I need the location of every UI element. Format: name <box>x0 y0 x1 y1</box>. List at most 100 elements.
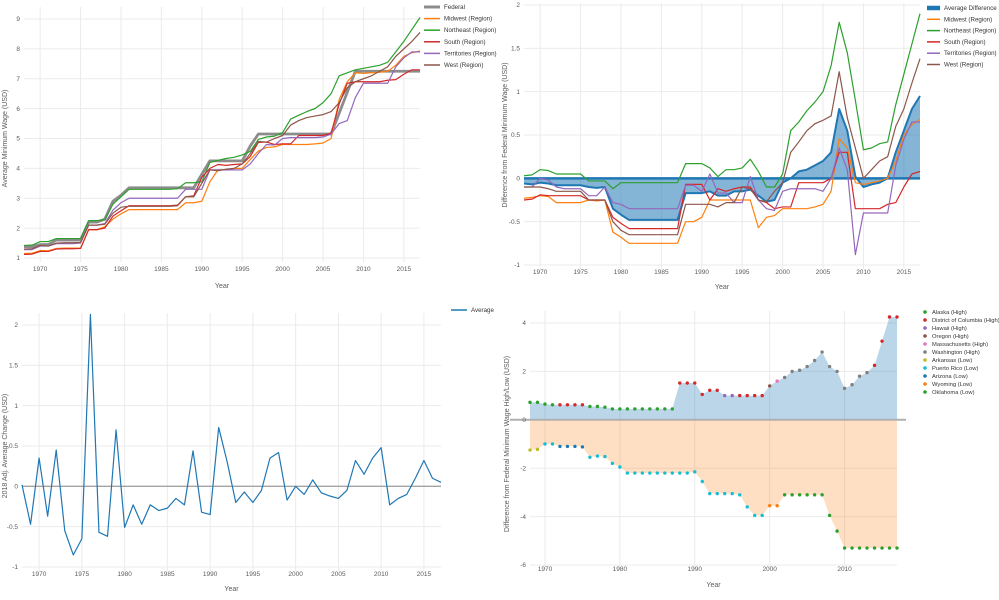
high-data-point <box>655 407 660 411</box>
high-low-difference-chart[interactable]: -6 -4 -2 0 2 4 1970 1980 1990 2000 2010 Year Differe… <box>500 300 999 600</box>
average-minimum-wage-figure: 1 2 3 4 5 6 7 8 9 1970 1975 1980 1985 1990 1995 2000 200… <box>0 0 500 300</box>
y-axis-tick-label: 2 <box>522 369 526 376</box>
legend-label: Arkansas (Low) <box>932 358 972 364</box>
legend-label: Arizona (Low) <box>932 374 968 380</box>
low-data-point <box>648 471 652 475</box>
legend-item[interactable]: Territories (Region) <box>424 50 497 57</box>
legend-item[interactable]: Hawaii (High) <box>923 326 967 332</box>
x-axis-tick-label: 2015 <box>897 269 912 276</box>
legend-item[interactable]: Midwest (Region) <box>424 16 492 23</box>
y-axis-tick-label: 7 <box>16 76 20 83</box>
legend-swatch <box>923 382 927 386</box>
high-data-point <box>633 407 637 411</box>
legend-item[interactable]: Oklahoma (Low) <box>923 390 975 396</box>
y-axis-tick-label: 2 <box>14 322 18 329</box>
high-data-point <box>625 407 630 411</box>
high-data-point <box>595 404 600 409</box>
federal-difference-chart[interactable]: -1 -0.5 0 0.5 1 1.5 2 1970 1975 1980 1985 1990 1995 2… <box>500 0 999 300</box>
legend-label: Oklahoma (Low) <box>932 390 975 396</box>
x-axis-tick-label: 2010 <box>356 266 371 273</box>
legend-label: Northeast (Region) <box>944 28 996 35</box>
average-minimum-wage-chart[interactable]: 1 2 3 4 5 6 7 8 9 1970 1975 1980 1985 1990 1995 2000 200… <box>0 0 500 300</box>
y-axis-tick-label: -1 <box>12 564 18 571</box>
legend-label: West (Region) <box>444 62 483 69</box>
high-data-point <box>610 407 615 411</box>
low-data-point <box>827 513 832 518</box>
legend-item[interactable]: Arizona (Low) <box>923 374 968 380</box>
high-data-point <box>618 407 622 411</box>
y-axis-tick-label: 0 <box>516 176 520 183</box>
adjusted-average-change-chart[interactable]: -1 -0.5 0 0.5 1 1.5 2 1970 1975 1980 1985 1990 1995 2… <box>0 300 500 600</box>
y-axis-tick-label: 1 <box>14 403 18 410</box>
low-data-point <box>580 445 585 449</box>
legend-item[interactable]: District of Columbia (High) <box>923 318 999 324</box>
x-axis-tick-label: 2015 <box>417 571 432 578</box>
legend-item[interactable]: Arkansas (Low) <box>923 358 972 364</box>
legend-label: Northeast (Region) <box>444 27 496 34</box>
legend-label: Federal <box>444 4 465 11</box>
legend-item[interactable]: Oregon (High) <box>923 334 969 340</box>
x-axis-tick-label: 1985 <box>654 269 669 276</box>
low-data-point <box>655 471 660 475</box>
x-axis-tick-label: 2005 <box>331 571 346 578</box>
low-fill-area <box>530 419 897 549</box>
high-data-point <box>782 375 787 380</box>
x-axis-tick-label: 1995 <box>735 269 750 276</box>
high-data-point <box>767 384 772 388</box>
legend-swatch <box>923 390 927 394</box>
y-axis-tick-label: 6 <box>16 106 20 113</box>
legend-item[interactable]: Puerto Rico (Low) <box>923 366 978 372</box>
legend-item[interactable]: Washington (High) <box>923 350 980 356</box>
legend-item[interactable]: Northeast (Region) <box>927 28 996 35</box>
high-data-point <box>827 364 832 369</box>
low-data-point <box>865 546 869 550</box>
x-axis-tick-label: 2000 <box>775 269 790 276</box>
low-data-point <box>760 513 764 518</box>
legend-item[interactable]: South (Region) <box>927 39 986 46</box>
x-axis-tick-label: 1995 <box>246 571 261 578</box>
series-line-northeast-region- <box>523 13 921 190</box>
x-axis-tick-label: 1985 <box>154 266 169 273</box>
legend-swatch <box>923 350 927 354</box>
high-data-point <box>880 339 884 343</box>
legend-item[interactable]: Midwest (Region) <box>927 16 992 23</box>
low-data-point <box>678 471 682 475</box>
low-data-point <box>640 471 645 475</box>
low-data-point <box>723 491 727 496</box>
y-axis-tick-label: -0.5 <box>7 524 19 531</box>
legend-item[interactable]: Average <box>451 307 494 314</box>
legend-item[interactable]: Northeast (Region) <box>424 27 496 34</box>
y-axis-tick-label: -6 <box>520 562 526 569</box>
average-difference-fill-area <box>524 96 920 220</box>
high-data-point <box>535 400 540 405</box>
legend-item[interactable]: Wyoming (Low) <box>923 382 972 388</box>
legend-item[interactable]: Alaska (High) <box>923 310 967 316</box>
legend-label: Wyoming (Low) <box>932 382 972 388</box>
low-data-point <box>752 513 757 518</box>
x-axis-title: Year <box>715 284 730 291</box>
legend-item[interactable]: West (Region) <box>927 62 983 69</box>
legend-swatch <box>923 310 927 314</box>
low-data-point <box>700 479 704 484</box>
x-axis-tick-label: 1970 <box>33 266 48 273</box>
legend-item[interactable]: Federal <box>424 4 465 11</box>
x-axis-title: Year <box>215 283 230 290</box>
legend-swatch <box>923 358 927 362</box>
legend-item[interactable]: Massachusetts (High) <box>923 342 988 348</box>
y-axis-tick-label: 0.5 <box>511 132 520 139</box>
low-data-point <box>842 546 847 550</box>
y-axis-tick-label: 1.5 <box>511 46 520 53</box>
legend-item[interactable]: South (Region) <box>424 39 486 46</box>
low-data-point <box>835 529 839 533</box>
legend-item[interactable]: Average Difference <box>927 5 997 12</box>
legend-item[interactable]: Territories (Region) <box>927 50 997 57</box>
y-axis-tick-label: -1 <box>514 262 520 269</box>
x-axis-tick-label: 1980 <box>614 269 629 276</box>
legend-item[interactable]: West (Region) <box>424 62 483 69</box>
adjusted-average-change-figure: -1 -0.5 0 0.5 1 1.5 2 1970 1975 1980 1985 1990 1995 2… <box>0 300 500 600</box>
low-data-point <box>633 471 637 475</box>
series-line-average <box>21 313 442 556</box>
x-axis-tick-label: 2010 <box>837 566 852 573</box>
y-axis-tick-label: 1 <box>16 255 20 262</box>
